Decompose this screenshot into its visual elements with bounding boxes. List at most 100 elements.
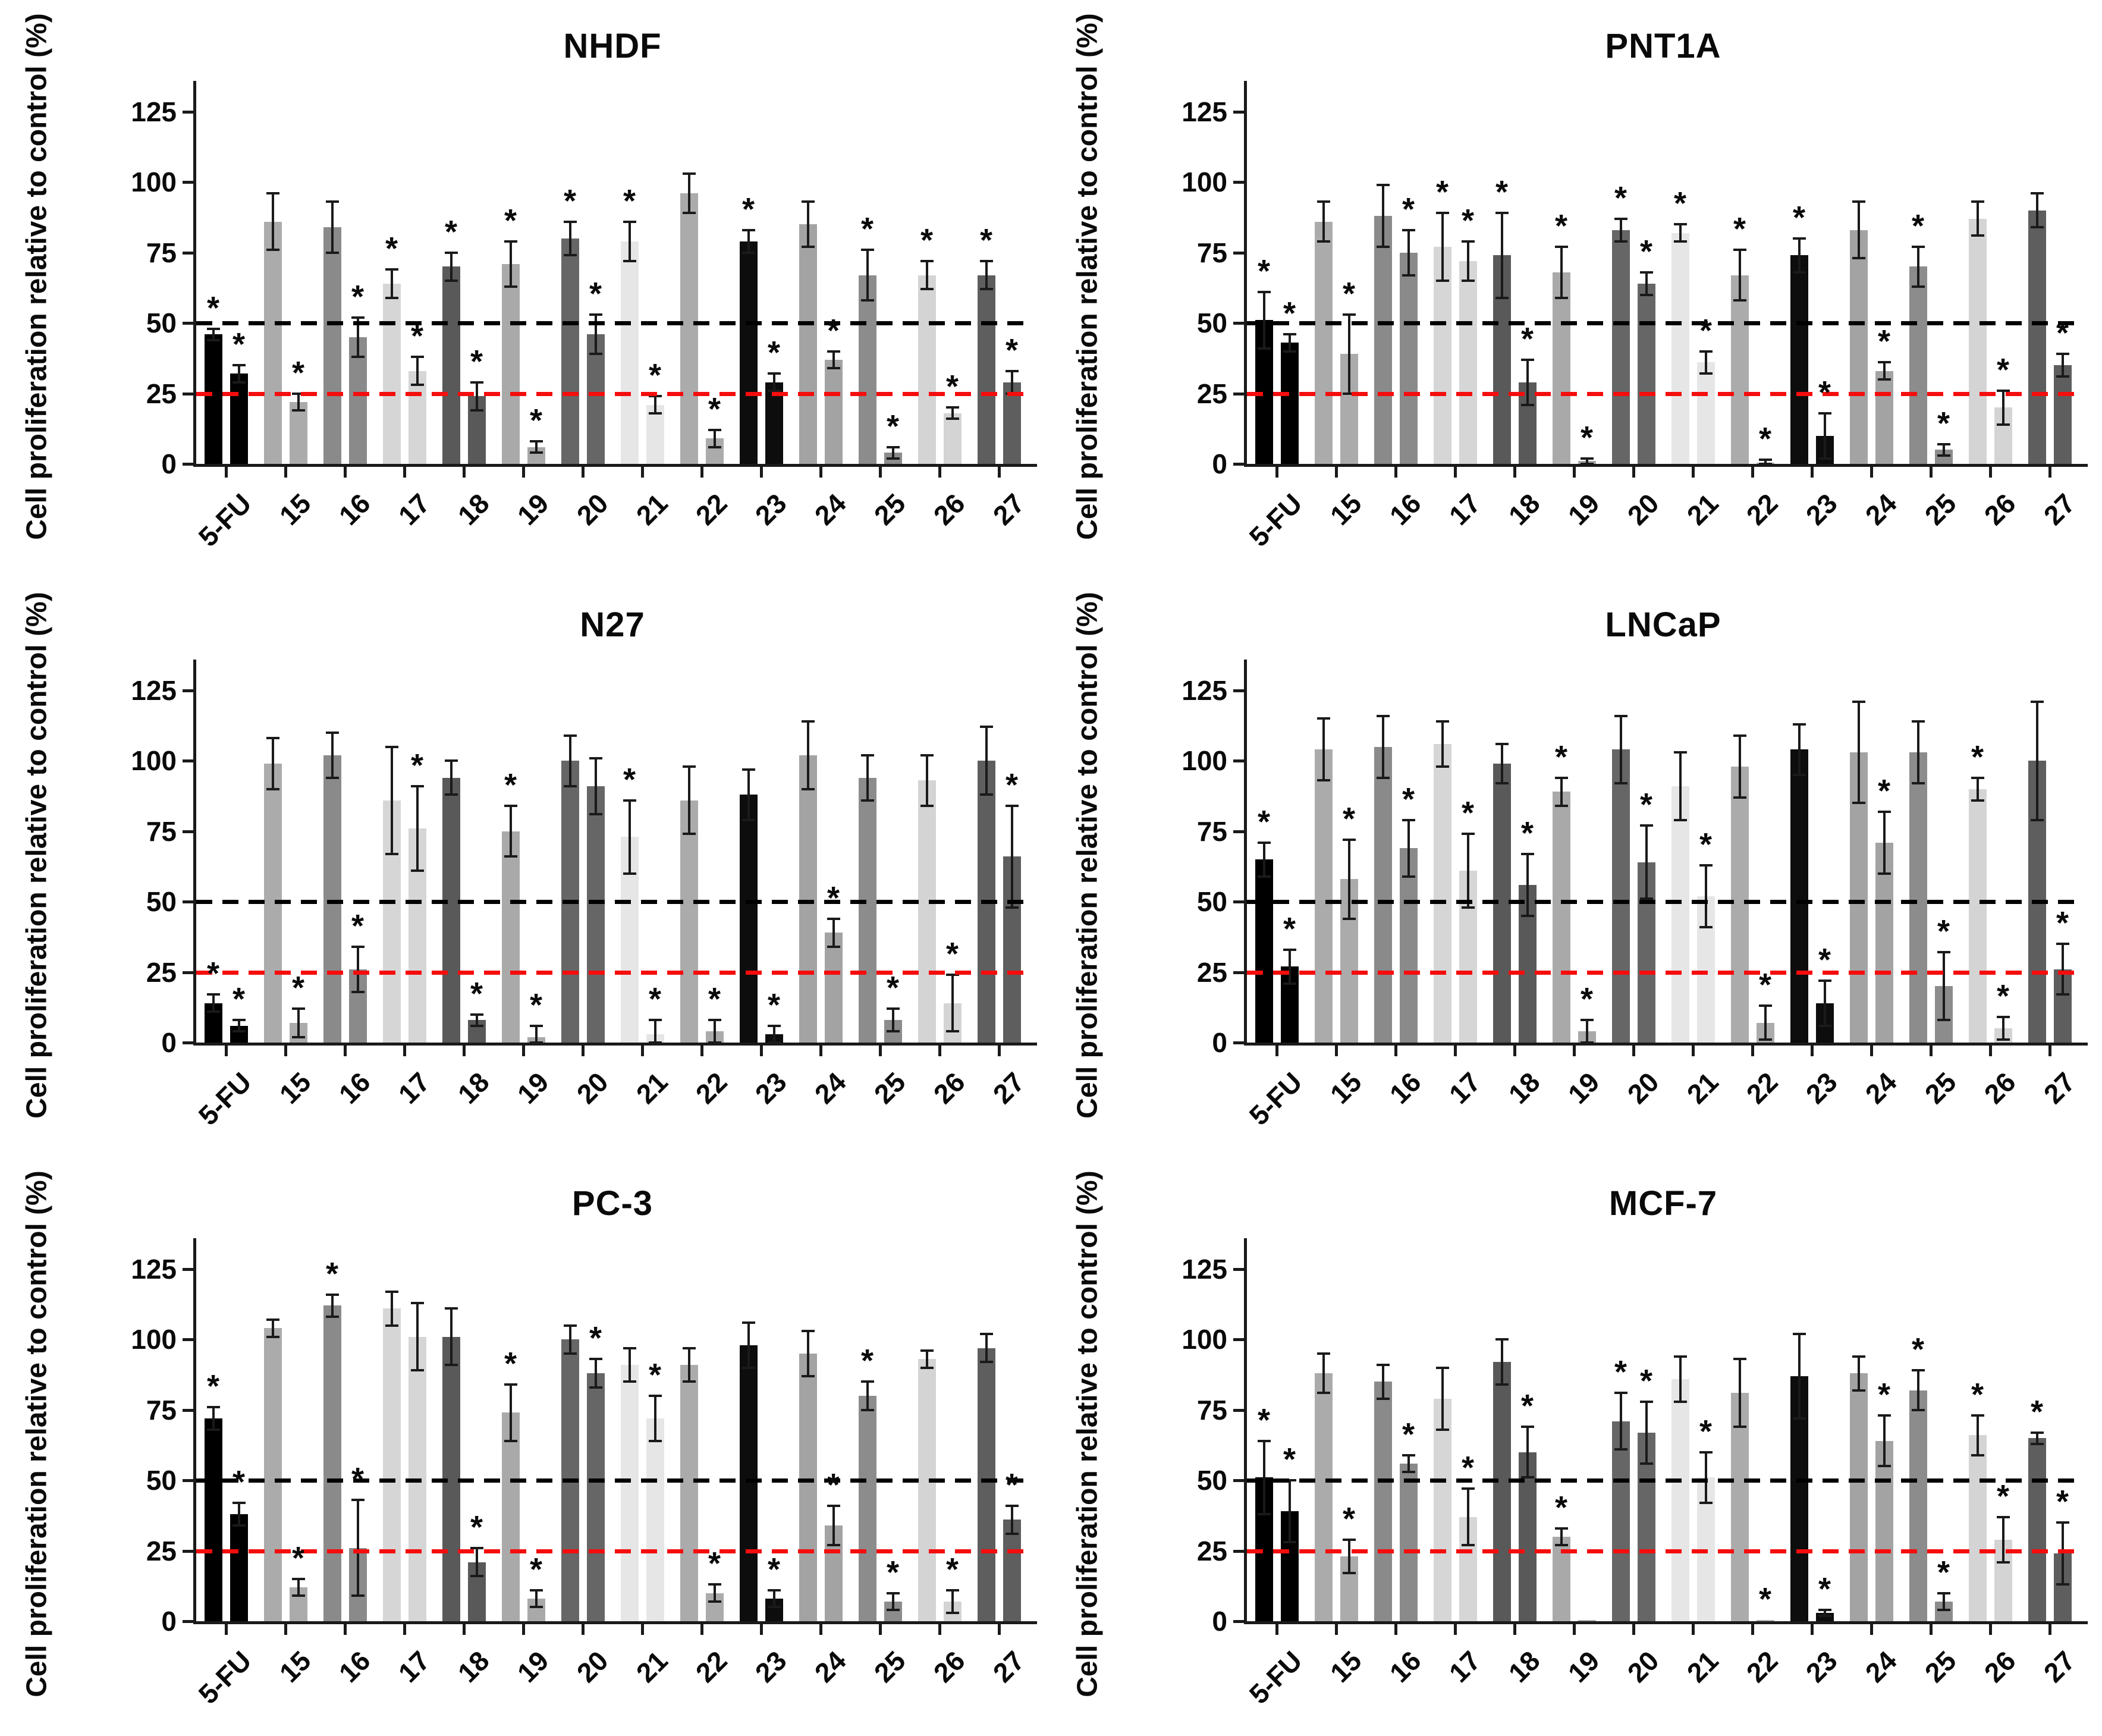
significance-asterisk: * — [1818, 1571, 1831, 1608]
error-bar-cap-top — [886, 445, 900, 448]
error-bar-cap-top — [682, 765, 696, 768]
x-tick — [1751, 1624, 1754, 1635]
error-bar — [1798, 1333, 1801, 1418]
bar — [1637, 283, 1655, 464]
y-tick — [1233, 1620, 1244, 1623]
y-tick — [183, 181, 193, 184]
error-bar-cap-bottom — [563, 1352, 577, 1355]
significance-asterisk: * — [1937, 405, 1950, 441]
x-category-label: 24 — [808, 1644, 852, 1688]
y-axis-spine — [193, 81, 196, 467]
error-bar-cap-top — [2030, 192, 2044, 195]
error-bar-cap-top — [945, 1589, 959, 1591]
error-bar-cap-bottom — [1554, 296, 1568, 299]
y-axis-label: Cell proliferation relative to control (… — [21, 13, 53, 540]
x-tick — [1394, 1046, 1397, 1056]
error-bar-cap-top — [648, 1395, 662, 1398]
error-bar-cap-top — [1733, 1358, 1746, 1361]
x-category-label: 23 — [1799, 1644, 1843, 1688]
x-category-label: 19 — [1561, 1066, 1605, 1110]
x-category-label: 18 — [451, 487, 495, 531]
error-bar-cap-bottom — [266, 249, 279, 251]
x-category-label: 23 — [749, 487, 793, 531]
error-bar-cap-top — [1852, 1355, 1865, 1358]
significance-asterisk: * — [1971, 1377, 1984, 1413]
x-tick — [1632, 1624, 1635, 1635]
x-tick — [819, 467, 822, 478]
error-bar-cap-top — [1283, 948, 1296, 951]
y-tick-label: 50 — [1196, 1465, 1227, 1496]
x-tick — [1573, 467, 1576, 478]
x-category-label: 15 — [1324, 1066, 1368, 1110]
error-bar-cap-top — [1996, 389, 2010, 392]
significance-asterisk: * — [1005, 1467, 1018, 1503]
y-tick — [183, 1479, 193, 1483]
error-bar-cap-top — [529, 440, 543, 443]
error-bar — [1823, 980, 1826, 1026]
x-tick — [819, 1624, 822, 1635]
y-tick — [183, 900, 193, 904]
error-bar — [1619, 1393, 1622, 1450]
error-bar — [1585, 1020, 1588, 1043]
x-category-label: 16 — [1383, 1066, 1427, 1110]
bar — [263, 1328, 282, 1621]
x-tick — [1513, 1046, 1516, 1056]
error-bar-cap-top — [886, 1591, 900, 1594]
error-bar-cap-bottom — [1376, 776, 1390, 779]
significance-asterisk: * — [529, 987, 542, 1023]
error-bar-cap-top — [1733, 734, 1746, 737]
error-bar-cap-top — [2056, 1521, 2069, 1524]
error-bar-cap-bottom — [529, 451, 543, 454]
error-bar-cap-bottom — [1877, 378, 1891, 381]
bar — [586, 786, 605, 1043]
error-bar-cap-bottom — [1818, 457, 1831, 460]
error-bar-cap-top — [1792, 723, 1806, 726]
error-bar — [1883, 1415, 1886, 1467]
error-bar-cap-top — [945, 406, 959, 409]
error-bar — [806, 1331, 809, 1376]
bar — [918, 1359, 936, 1621]
error-bar-cap-top — [1402, 818, 1415, 821]
y-tick — [1233, 759, 1244, 763]
significance-asterisk: * — [1699, 1413, 1712, 1449]
error-bar-cap-top — [1435, 1366, 1449, 1369]
x-category-label: 18 — [1502, 487, 1546, 531]
error-bar-cap-bottom — [410, 384, 424, 387]
error-bar — [2002, 1517, 2004, 1562]
error-bar — [1738, 250, 1741, 301]
bar — [646, 1418, 664, 1621]
error-bar-cap-bottom — [291, 1594, 305, 1597]
error-bar-cap-top — [1818, 412, 1831, 415]
y-tick-label: 25 — [146, 378, 177, 409]
error-bar-cap-top — [1005, 369, 1019, 372]
error-bar-cap-top — [470, 1013, 483, 1016]
y-tick-label: 125 — [1182, 96, 1227, 127]
significance-asterisk: * — [623, 761, 636, 798]
bar — [586, 334, 605, 464]
panel-title: MCF-7 — [1608, 1184, 1718, 1223]
y-tick-label: 75 — [1196, 237, 1227, 268]
x-category-label: 5-FU — [192, 487, 257, 552]
x-tick — [641, 467, 644, 478]
x-tick — [879, 1624, 882, 1635]
error-bar — [1857, 1356, 1860, 1390]
significance-asterisk: * — [1614, 1354, 1627, 1390]
error-bar-cap-top — [1435, 720, 1449, 723]
error-bar-cap-bottom — [351, 990, 365, 993]
significance-asterisk: * — [470, 1509, 483, 1545]
error-bar-cap-top — [1639, 1400, 1653, 1403]
bar — [230, 373, 248, 464]
x-category-label: 26 — [1978, 1644, 2022, 1688]
bar — [858, 777, 876, 1043]
error-bar — [713, 430, 716, 447]
x-tick — [641, 1624, 644, 1635]
x-tick — [284, 467, 287, 478]
significance-asterisk: * — [1520, 321, 1534, 357]
significance-asterisk: * — [1818, 941, 1831, 978]
significance-asterisk: * — [1699, 826, 1712, 862]
significance-asterisk: * — [291, 1540, 304, 1576]
error-bar — [1679, 1356, 1682, 1402]
bar — [1552, 272, 1570, 464]
error-bar — [1823, 413, 1826, 459]
bar — [1611, 749, 1630, 1043]
